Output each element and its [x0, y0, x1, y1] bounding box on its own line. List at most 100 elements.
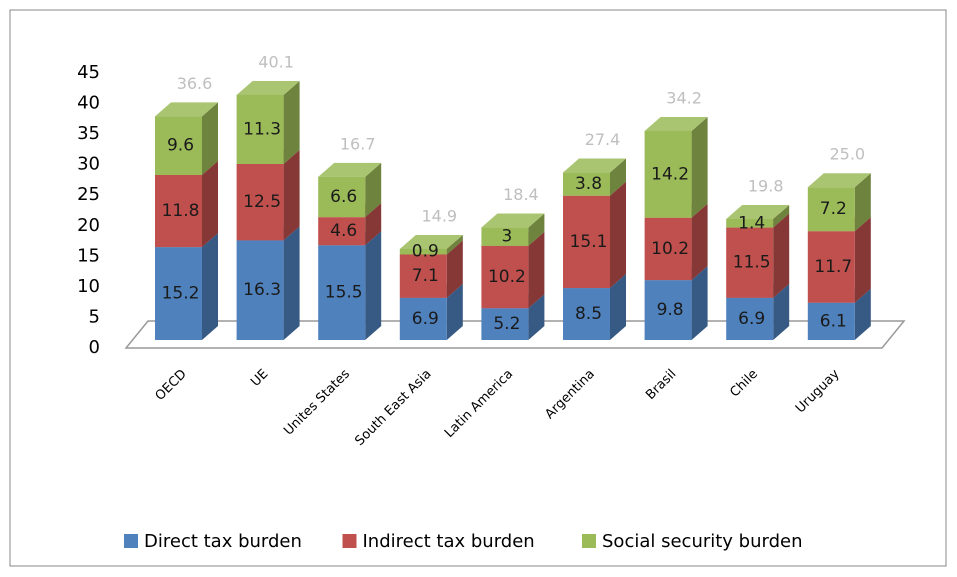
- data-label: 6.1: [820, 311, 847, 331]
- bar-top: [481, 213, 545, 228]
- bar-top: [236, 80, 300, 95]
- data-label: 16.3: [243, 280, 281, 300]
- data-label: 11.5: [733, 253, 771, 273]
- bar-front: [155, 175, 202, 248]
- bar-front: [155, 116, 202, 175]
- data-label: 4.6: [330, 221, 357, 241]
- data-label: 6.6: [330, 187, 357, 207]
- y-tick-label: 30: [77, 154, 100, 175]
- data-label: 11.7: [814, 257, 852, 277]
- bar-front: [563, 288, 610, 340]
- bar-top: [644, 117, 708, 131]
- bar-front: [563, 172, 610, 196]
- bar-segment: [481, 213, 545, 246]
- total-label: 16.7: [340, 134, 376, 153]
- bar-top: [399, 234, 463, 249]
- data-label: 1.4: [738, 213, 765, 233]
- data-label: 10.2: [651, 239, 689, 259]
- legend-swatch: [124, 534, 138, 548]
- bar-side: [773, 205, 790, 228]
- bar-front: [807, 187, 855, 232]
- data-label: 5.2: [493, 314, 520, 334]
- bar-side: [202, 161, 218, 248]
- bar-front: [318, 217, 366, 246]
- bar-side: [202, 102, 218, 175]
- data-label: 3.8: [575, 174, 602, 194]
- bar-side: [283, 150, 300, 241]
- bar-side: [691, 203, 708, 281]
- bar-front: [236, 164, 284, 241]
- bar-top: [318, 162, 382, 177]
- total-label: 14.9: [421, 206, 457, 225]
- bar-front: [399, 254, 447, 298]
- bar-top: [155, 102, 218, 117]
- bar-front: [155, 247, 202, 340]
- legend-label: Social security burden: [602, 531, 803, 552]
- bar-segment: [318, 162, 382, 218]
- bar-side: [365, 231, 382, 340]
- data-label: 7.2: [820, 199, 847, 219]
- total-label: 27.4: [585, 130, 621, 149]
- bar-top: [726, 205, 790, 219]
- y-tick-label: 35: [77, 123, 100, 144]
- bar-front: [481, 308, 529, 340]
- bar-side: [283, 226, 300, 340]
- bar-segment: [726, 283, 790, 340]
- y-tick-label: 0: [89, 337, 100, 358]
- bar-front: [644, 217, 692, 281]
- data-label: 6.9: [412, 309, 439, 329]
- data-label: 14.2: [651, 164, 689, 184]
- chart-frame: [9, 9, 947, 567]
- bar-side: [773, 213, 790, 298]
- bar-front: [481, 227, 529, 246]
- legend-label: Indirect tax burden: [363, 531, 535, 552]
- bar-side: [854, 173, 871, 232]
- total-label: 34.2: [666, 89, 702, 108]
- data-label: 0.9: [412, 242, 439, 262]
- legend-label: Direct tax burden: [144, 531, 302, 552]
- bar-front: [399, 297, 447, 340]
- bar-front: [318, 245, 366, 340]
- bar-segment: [155, 102, 218, 175]
- bar-front: [807, 302, 855, 340]
- bar-segment: [399, 234, 463, 255]
- bar-segment: [644, 117, 708, 218]
- bar-segment: [726, 205, 790, 228]
- bar-side: [528, 213, 545, 246]
- bar-segment: [807, 173, 871, 232]
- total-label: 19.8: [748, 177, 784, 196]
- bar-front: [726, 227, 774, 298]
- bar-side: [854, 288, 871, 340]
- bar-front: [726, 297, 774, 340]
- bar-segment: [563, 158, 626, 196]
- total-label: 36.6: [177, 74, 213, 93]
- data-label: 10.2: [488, 267, 526, 287]
- bar-front: [644, 280, 692, 340]
- y-tick-label: 15: [77, 245, 100, 266]
- data-label: 9.8: [657, 300, 684, 320]
- y-tick-label: 40: [77, 93, 100, 114]
- y-tick-label: 25: [77, 184, 100, 205]
- data-label: 15.1: [570, 232, 608, 252]
- total-label: 25.0: [829, 145, 865, 164]
- bar-side: [446, 234, 463, 255]
- bar-front: [807, 231, 855, 303]
- bar-front: [644, 131, 692, 218]
- bar-side: [283, 80, 300, 164]
- data-label: 11.3: [243, 119, 281, 139]
- total-label: 18.4: [503, 185, 539, 204]
- bar-front: [236, 94, 284, 164]
- data-label: 7.1: [412, 266, 439, 286]
- bar-side: [610, 158, 626, 196]
- data-label: 11.8: [162, 201, 200, 221]
- legend-swatch: [342, 534, 357, 548]
- bar-side: [610, 181, 626, 289]
- data-label: 9.6: [167, 136, 194, 156]
- bar-side: [528, 231, 545, 309]
- bar-side: [854, 217, 871, 303]
- bar-front: [318, 176, 366, 218]
- y-tick-label: 20: [77, 215, 100, 236]
- data-label: 3: [501, 227, 512, 247]
- y-tick-label: 10: [77, 276, 100, 297]
